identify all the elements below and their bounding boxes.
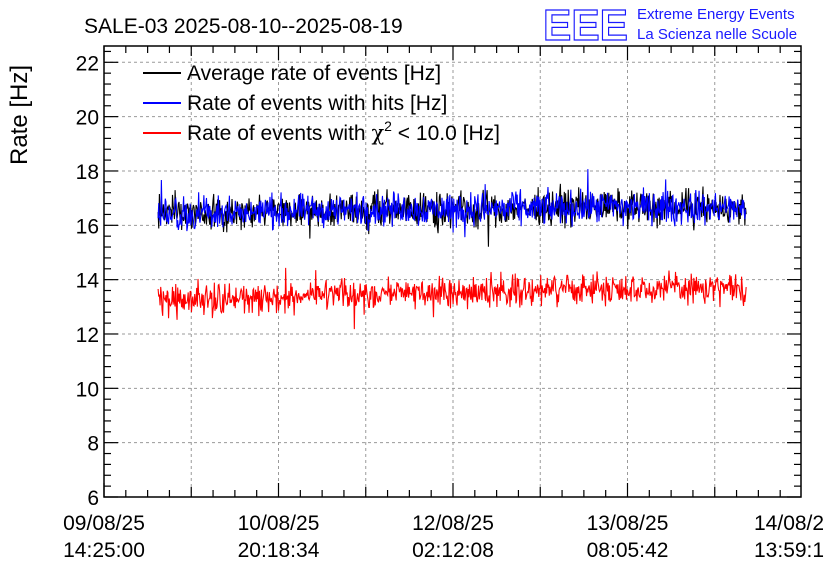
plot-frame [103,45,802,498]
legend: Average rate of events [Hz] Rate of even… [143,62,500,145]
x-tick-label-date: 12/08/25 [412,512,494,535]
series-hits-line [157,169,747,238]
chart-title: SALE-03 2025-08-10--2025-08-19 [84,15,403,38]
series-layer [157,169,747,330]
x-tick-label-time: 02:12:08 [412,539,494,562]
y-tick-label: 8 [87,433,99,456]
series-chi2-line [157,267,747,330]
y-tick-label: 6 [87,487,99,510]
legend-chi-sup: 2 [384,118,392,134]
logo-line-1: Extreme Energy Events [637,6,795,23]
legend-chi-symbol: χ [371,121,384,145]
x-tick-label-date: 09/08/25 [63,512,145,535]
x-tick-label-date: 13/08/25 [587,512,669,535]
y-tick-label: 20 [76,107,99,130]
eee-logo-letters: EEE [543,1,628,50]
y-tick-label: 22 [76,52,99,75]
y-axis-title: Rate [Hz] [6,65,33,165]
legend-label-average: Average rate of events [Hz] [187,62,441,85]
x-tick-label-time: 20:18:34 [238,539,320,562]
legend-chi-prefix: Rate of events with [187,122,371,145]
axis-layer: 6 8 10 12 14 16 18 20 22 09/08/25 14:25:00 10/08/25… [63,45,824,562]
logo-line-2: La Scienza nelle Scuole [637,26,797,43]
x-tick-label-time: 08:05:42 [587,539,669,562]
legend-chi-suffix: < 10.0 [Hz] [392,122,500,145]
x-tick-label-date: 10/08/25 [238,512,320,535]
y-tick-label: 18 [76,161,99,184]
y-tick-label: 16 [76,215,99,238]
legend-label-chi2: Rate of events with χ2 < 10.0 [Hz] [187,118,500,145]
y-tick-label: 10 [76,378,99,401]
y-tick-label: 12 [76,324,99,347]
x-tick-label-time: 13:59:1 [754,539,824,562]
eee-logo: EEE Extreme Energy Events La Scienza nel… [542,0,797,50]
legend-label-hits: Rate of events with hits [Hz] [187,92,447,115]
x-tick-label-time: 14:25:00 [63,539,145,562]
grid-layer [103,46,801,498]
x-tick-label-date: 14/08/2 [754,512,824,535]
y-tick-label: 14 [76,270,100,293]
